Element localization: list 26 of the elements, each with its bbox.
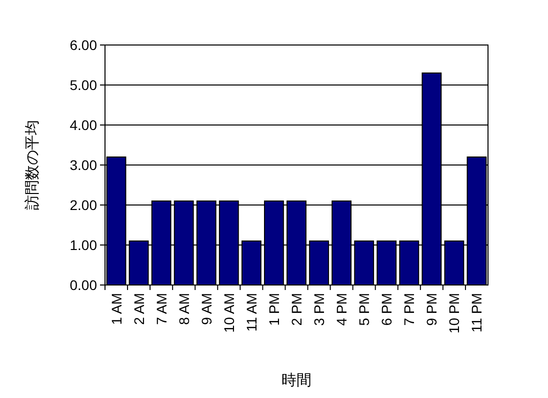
x-tick-label: 2 AM: [130, 293, 147, 325]
x-tick-label: 8 AM: [176, 293, 192, 325]
y-tick-label: 5.00: [70, 77, 98, 93]
x-tick-label: 11 PM: [468, 293, 485, 332]
x-tick-label: 7 AM: [153, 293, 170, 325]
x-tick-label: 9 AM: [198, 293, 214, 325]
y-tick-label: 4.00: [70, 117, 98, 133]
x-tick-label: 2 PM: [288, 293, 304, 326]
x-tick-label: 11 AM: [243, 293, 260, 332]
y-axis-title: 訪問数の平均: [24, 120, 41, 210]
x-tick-label: 4 PM: [334, 293, 350, 326]
y-tick-label: 6.00: [70, 37, 98, 53]
y-tick-label: 2.00: [70, 197, 98, 213]
x-tick-label: 9 PM: [424, 293, 440, 326]
x-tick-label: 6 PM: [378, 293, 395, 326]
y-tick-label: 3.00: [70, 157, 98, 173]
x-tick-label: 1 PM: [266, 293, 282, 326]
y-tick-label: 1.00: [70, 237, 98, 253]
x-tick-label: 1 AM: [108, 293, 124, 325]
x-tick-label: 10 PM: [446, 293, 462, 334]
y-tick-label: 0.00: [70, 277, 98, 293]
x-tick-label: 7 PM: [401, 293, 418, 326]
x-tick-label: 5 PM: [356, 293, 372, 326]
x-tick-label: 3 PM: [311, 293, 328, 326]
x-tick-label: 10 AM: [220, 293, 237, 333]
x-axis-title: 時間: [282, 372, 312, 389]
